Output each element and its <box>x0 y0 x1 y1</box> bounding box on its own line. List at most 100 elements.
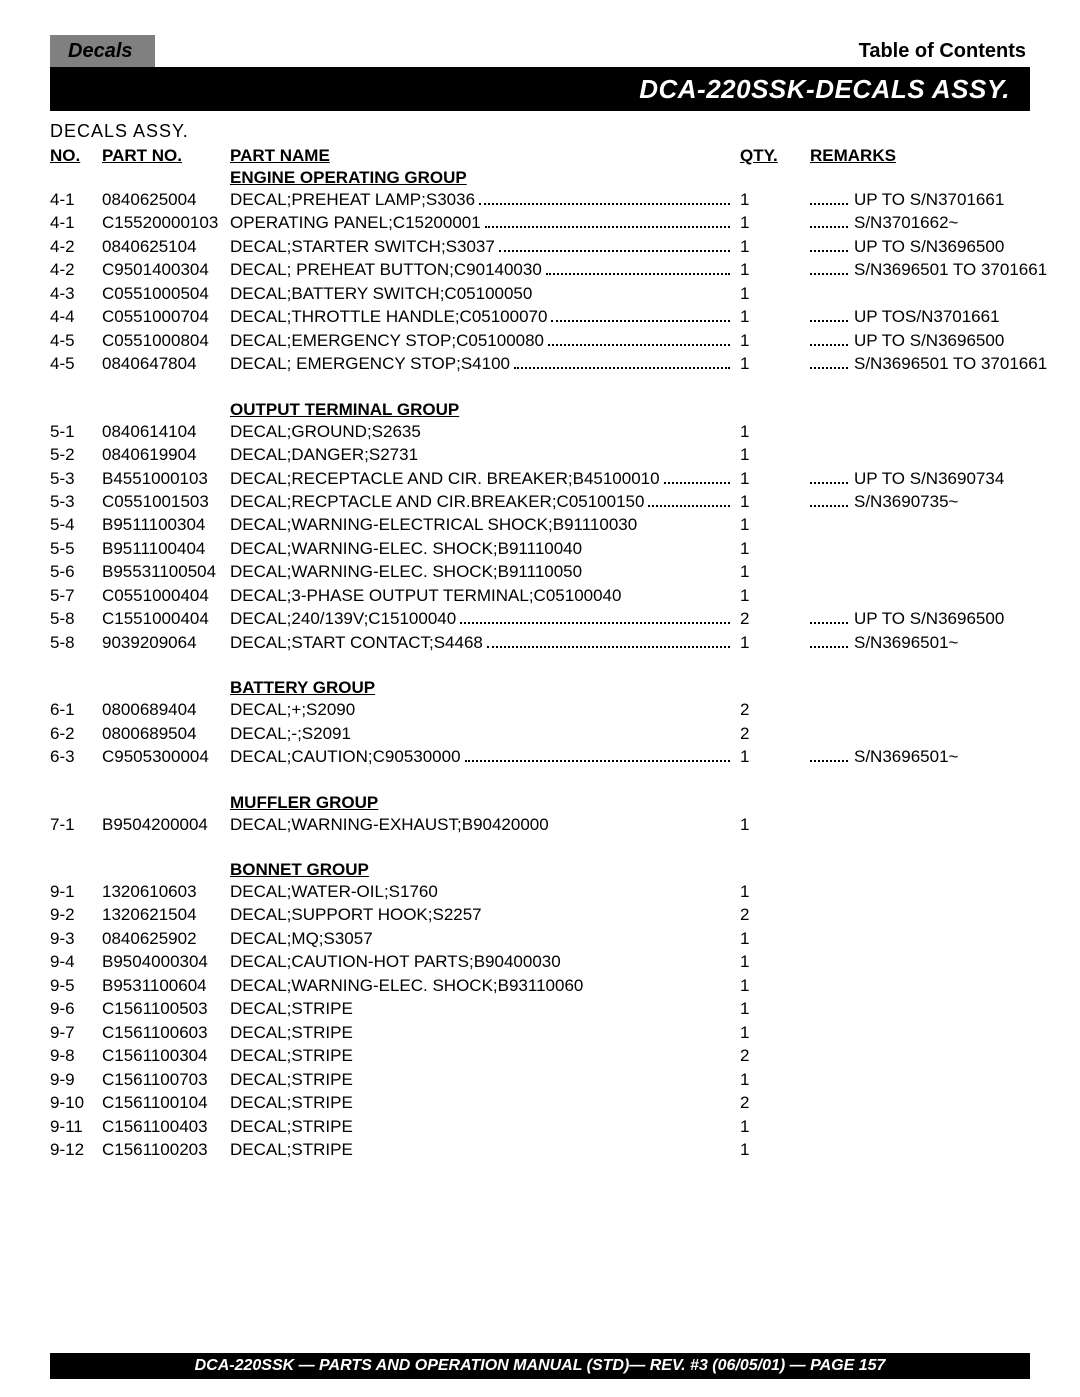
cell-name: DECAL;THROTTLE HANDLE;C05100070 <box>230 305 740 328</box>
cell-partno: 0840647804 <box>102 352 230 375</box>
cell-partno: C0551000704 <box>102 305 230 328</box>
cell-name: DECAL;-;S2091 <box>230 722 740 745</box>
cell-name: DECAL;RECEPTACLE AND CIR. BREAKER;B45100… <box>230 467 740 490</box>
cell-name: DECAL;CAUTION;C90530000 <box>230 745 740 768</box>
cell-name: DECAL;PREHEAT LAMP;S3036 <box>230 188 740 211</box>
cell-partno: B95531100504 <box>102 560 230 583</box>
table-row: 9-21320621504DECAL;SUPPORT HOOK;S22572 <box>50 903 1030 926</box>
cell-remarks: UP TO S/N3696500 <box>810 329 1030 352</box>
cell-qty: 2 <box>740 722 810 745</box>
cell-name: DECAL;STRIPE <box>230 1044 740 1067</box>
cell-name: DECAL;STRIPE <box>230 1091 740 1114</box>
group-block: BONNET GROUP9-11320610603DECAL;WATER-OIL… <box>50 860 1030 1161</box>
footer-band: DCA-220SSK — PARTS AND OPERATION MANUAL … <box>50 1353 1030 1379</box>
cell-name: DECAL;BATTERY SWITCH;C05100050 <box>230 282 740 305</box>
cell-no: 5-2 <box>50 443 102 466</box>
cell-qty: 1 <box>740 974 810 997</box>
cell-no: 5-8 <box>50 631 102 654</box>
cell-partno: C1561100503 <box>102 997 230 1020</box>
table-row: 5-10840614104DECAL;GROUND;S26351 <box>50 420 1030 443</box>
cell-partno: B9511100304 <box>102 513 230 536</box>
cell-name: DECAL;STRIPE <box>230 1021 740 1044</box>
cell-partno: 0840625104 <box>102 235 230 258</box>
table-row: 4-3C0551000504DECAL;BATTERY SWITCH;C0510… <box>50 282 1030 305</box>
hdr-qty: QTY. <box>740 146 810 166</box>
cell-no: 9-10 <box>50 1091 102 1114</box>
cell-qty: 1 <box>740 631 810 654</box>
cell-partno: B9531100604 <box>102 974 230 997</box>
cell-partno: B4551000103 <box>102 467 230 490</box>
cell-name: DECAL;STRIPE <box>230 997 740 1020</box>
cell-no: 4-1 <box>50 211 102 234</box>
cell-partno: C1561100703 <box>102 1068 230 1091</box>
cell-no: 4-5 <box>50 352 102 375</box>
cell-no: 5-3 <box>50 467 102 490</box>
cell-no: 7-1 <box>50 813 102 836</box>
cell-no: 9-4 <box>50 950 102 973</box>
cell-name: DECAL;GROUND;S2635 <box>230 420 740 443</box>
table-row: 6-20800689504DECAL;-;S20912 <box>50 722 1030 745</box>
table-row: 5-6B95531100504DECAL;WARNING-ELEC. SHOCK… <box>50 560 1030 583</box>
cell-name: DECAL;WARNING-ELEC. SHOCK;B91110040 <box>230 537 740 560</box>
parts-list: ENGINE OPERATING GROUP4-10840625004DECAL… <box>50 168 1030 1161</box>
cell-partno: 1320621504 <box>102 903 230 926</box>
cell-qty: 1 <box>740 537 810 560</box>
group-title: MUFFLER GROUP <box>230 793 1030 813</box>
cell-partno: C0551001503 <box>102 490 230 513</box>
cell-partno: B9504200004 <box>102 813 230 836</box>
table-row: 5-3C0551001503DECAL;RECPTACLE AND CIR.BR… <box>50 490 1030 513</box>
table-row: 9-4B9504000304DECAL;CAUTION-HOT PARTS;B9… <box>50 950 1030 973</box>
group-title: BATTERY GROUP <box>230 678 1030 698</box>
cell-no: 5-8 <box>50 607 102 630</box>
table-row: 4-20840625104DECAL;STARTER SWITCH;S30371… <box>50 235 1030 258</box>
cell-no: 6-1 <box>50 698 102 721</box>
cell-name: DECAL;WARNING-ELECTRICAL SHOCK;B91110030 <box>230 513 740 536</box>
cell-partno: C1561100403 <box>102 1115 230 1138</box>
table-row: 4-50840647804DECAL; EMERGENCY STOP;S4100… <box>50 352 1030 375</box>
table-row: 6-10800689404DECAL;+;S20902 <box>50 698 1030 721</box>
cell-qty: 1 <box>740 1138 810 1161</box>
table-row: 5-89039209064DECAL;START CONTACT;S44681S… <box>50 631 1030 654</box>
cell-remarks: UP TOS/N3701661 <box>810 305 1030 328</box>
cell-remarks: S/N3690735~ <box>810 490 1030 513</box>
cell-no: 4-2 <box>50 235 102 258</box>
cell-remarks: S/N3696501~ <box>810 745 1030 768</box>
cell-qty: 1 <box>740 880 810 903</box>
cell-qty: 1 <box>740 813 810 836</box>
cell-name: OPERATING PANEL;C15200001 <box>230 211 740 234</box>
cell-qty: 1 <box>740 745 810 768</box>
group-block: OUTPUT TERMINAL GROUP5-10840614104DECAL;… <box>50 400 1030 655</box>
cell-name: DECAL;START CONTACT;S4468 <box>230 631 740 654</box>
table-row: 9-6C1561100503DECAL;STRIPE1 <box>50 997 1030 1020</box>
cell-partno: 0840614104 <box>102 420 230 443</box>
cell-qty: 1 <box>740 927 810 950</box>
cell-partno: 0800689504 <box>102 722 230 745</box>
cell-qty: 1 <box>740 258 810 281</box>
cell-name: DECAL;3-PHASE OUTPUT TERMINAL;C05100040 <box>230 584 740 607</box>
cell-no: 4-1 <box>50 188 102 211</box>
cell-partno: 0800689404 <box>102 698 230 721</box>
cell-qty: 1 <box>740 490 810 513</box>
cell-name: DECAL; PREHEAT BUTTON;C90140030 <box>230 258 740 281</box>
cell-partno: C0551000404 <box>102 584 230 607</box>
cell-qty: 1 <box>740 211 810 234</box>
cell-partno: C1551000404 <box>102 607 230 630</box>
cell-name: DECAL;STARTER SWITCH;S3037 <box>230 235 740 258</box>
cell-name: DECAL;DANGER;S2731 <box>230 443 740 466</box>
table-header: NO. PART NO. PART NAME QTY. REMARKS <box>50 146 1030 166</box>
page-title: DCA-220SSK-DECALS ASSY. <box>639 74 1010 105</box>
cell-partno: B9504000304 <box>102 950 230 973</box>
cell-no: 6-3 <box>50 745 102 768</box>
cell-name: DECAL;SUPPORT HOOK;S2257 <box>230 903 740 926</box>
table-row: 9-30840625902DECAL;MQ;S30571 <box>50 927 1030 950</box>
hdr-rem: REMARKS <box>810 146 1030 166</box>
cell-remarks: S/N3701662~ <box>810 211 1030 234</box>
group-block: ENGINE OPERATING GROUP4-10840625004DECAL… <box>50 168 1030 376</box>
cell-partno: B9511100404 <box>102 537 230 560</box>
cell-remarks: UP TO S/N3696500 <box>810 607 1030 630</box>
toc-link[interactable]: Table of Contents <box>859 40 1030 63</box>
cell-remarks: UP TO S/N3696500 <box>810 235 1030 258</box>
cell-qty: 2 <box>740 1091 810 1114</box>
cell-qty: 2 <box>740 607 810 630</box>
cell-no: 5-6 <box>50 560 102 583</box>
